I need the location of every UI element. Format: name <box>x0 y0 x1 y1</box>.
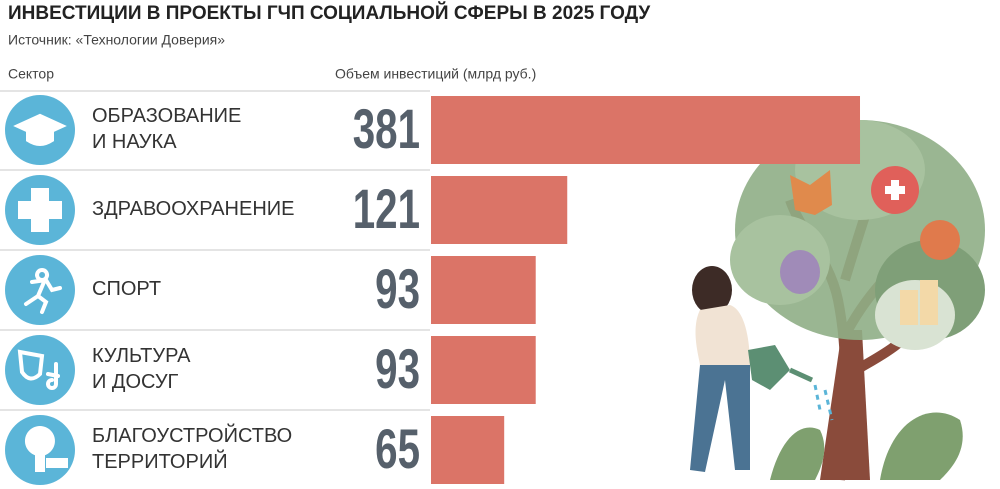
category-label: БЛАГОУСТРОЙСТВО ТЕРРИТОРИЙ <box>92 423 292 473</box>
bar <box>431 256 536 324</box>
illustration <box>690 120 985 481</box>
value-label-group: 121 <box>353 178 420 240</box>
icon-glyph <box>17 349 60 390</box>
icon-glyph <box>18 188 62 232</box>
value-label-group: 65 <box>375 418 420 480</box>
value-label: 381 <box>353 98 420 160</box>
icon-glyph <box>24 268 62 314</box>
icon-glyph <box>13 113 67 146</box>
value-label-group: 93 <box>375 258 420 320</box>
value-label: 121 <box>353 178 420 240</box>
category-label: ОБРАЗОВАНИЕ И НАУКА <box>92 105 241 153</box>
value-header: Объем инвестиций (млрд руб.) <box>335 66 536 82</box>
category-label: КУЛЬТУРА И ДОСУГ <box>92 345 191 393</box>
bar <box>431 176 568 244</box>
category-label: ЗДРАВООХРАНЕНИЕ <box>92 198 294 220</box>
category-label: СПОРТ <box>92 278 161 300</box>
value-label-group: 381 <box>353 98 420 160</box>
value-label-group: 93 <box>375 338 420 400</box>
icon-glyph <box>24 426 68 472</box>
value-label: 65 <box>375 418 420 480</box>
value-label: 93 <box>375 338 420 400</box>
bar <box>431 336 536 404</box>
category-header: Сектор <box>8 66 54 82</box>
value-label: 93 <box>375 258 420 320</box>
bar <box>431 416 505 484</box>
chart-title: ИНВЕСТИЦИИ В ПРОЕКТЫ ГЧП СОЦИАЛЬНОЙ СФЕР… <box>8 2 650 24</box>
bar <box>431 96 861 164</box>
chart-subtitle: Источник: «Технологии Доверия» <box>8 32 225 48</box>
